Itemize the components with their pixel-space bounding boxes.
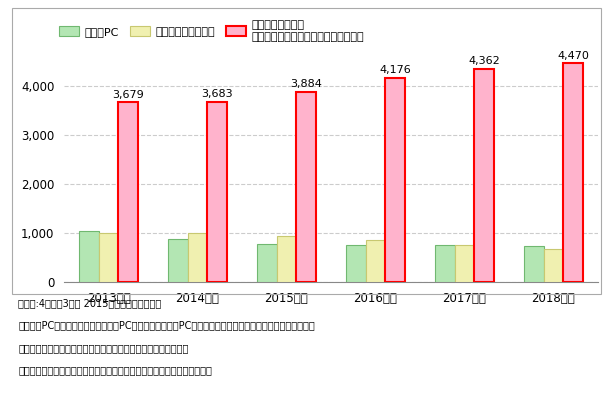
- Text: ＊フィーチャーフォンは、従来型携帯電話（ガラケー）を指す。: ＊フィーチャーフォンは、従来型携帯電話（ガラケー）を指す。: [18, 343, 188, 353]
- Text: 3,683: 3,683: [201, 89, 233, 99]
- Text: 4,470: 4,470: [557, 51, 589, 61]
- Bar: [346, 245, 365, 282]
- Bar: [454, 245, 474, 282]
- Text: ＊スマートデバイスには、スマートフォン、タブレット端末が含まれる。: ＊スマートデバイスには、スマートフォン、タブレット端末が含まれる。: [18, 365, 212, 375]
- Bar: [385, 78, 405, 282]
- Bar: [79, 231, 99, 282]
- Legend: ノートPC, フィーチャーフォン, スマートデバイス
（スマートフォン＋タブレット端末）: ノートPC, フィーチャーフォン, スマートデバイス （スマートフォン＋タブレッ…: [59, 20, 364, 42]
- Bar: [544, 249, 563, 282]
- Bar: [99, 233, 118, 282]
- Text: 3,884: 3,884: [290, 80, 322, 90]
- Bar: [474, 68, 493, 282]
- Bar: [118, 102, 138, 282]
- Bar: [168, 239, 188, 282]
- Text: ＊ノートPCには、据え置き型ノートPC、モバイルノートPC、ネットブック、ウルトラブックが含まれる。: ＊ノートPCには、据え置き型ノートPC、モバイルノートPC、ネットブック、ウルト…: [18, 320, 315, 330]
- Bar: [563, 63, 583, 282]
- Bar: [524, 246, 544, 282]
- Text: 4,362: 4,362: [468, 56, 500, 66]
- Bar: [257, 244, 277, 282]
- Bar: [296, 92, 316, 282]
- Bar: [188, 233, 207, 282]
- Text: ＊年度:4月～翌3月。 2015年度以降は予測値。: ＊年度:4月～翌3月。 2015年度以降は予測値。: [18, 298, 162, 308]
- Text: 4,176: 4,176: [379, 65, 411, 75]
- Bar: [435, 245, 454, 282]
- Bar: [365, 240, 385, 282]
- Text: 3,679: 3,679: [112, 90, 144, 100]
- Bar: [277, 236, 296, 282]
- Bar: [207, 102, 227, 282]
